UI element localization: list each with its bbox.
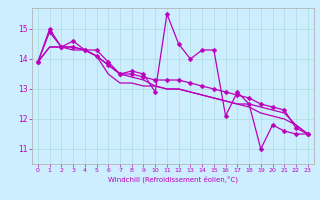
X-axis label: Windchill (Refroidissement éolien,°C): Windchill (Refroidissement éolien,°C) [108,176,238,183]
